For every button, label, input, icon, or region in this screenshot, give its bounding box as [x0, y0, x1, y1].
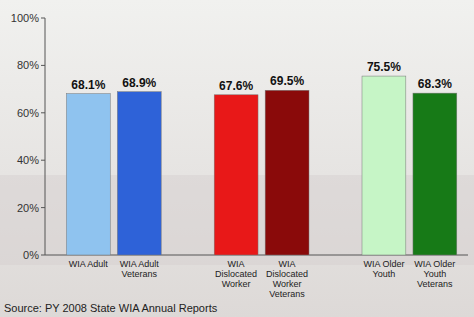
x-tick-label: WIA Adult	[69, 259, 109, 269]
x-tick-label: WIA AdultVeterans	[120, 259, 160, 279]
y-tick-label: 40%	[17, 154, 39, 166]
y-tick	[41, 65, 45, 66]
source-note: Source: PY 2008 State WIA Annual Reports	[4, 302, 218, 314]
y-tick	[41, 207, 45, 208]
data-label: 68.1%	[71, 78, 105, 92]
x-tick-label: WIADislocatedWorkerVeterans	[266, 259, 308, 299]
y-tick-label: 60%	[17, 107, 39, 119]
bar	[66, 94, 110, 255]
x-tick-label: WIADislocatedWorker	[215, 259, 257, 289]
y-tick	[41, 112, 45, 113]
data-label: 75.5%	[367, 60, 401, 74]
data-label: 68.9%	[122, 76, 156, 90]
bar	[413, 93, 457, 255]
y-tick-label: 80%	[17, 59, 39, 71]
labels: 68.1% WIA Adult 68.9% WIA AdultVeterans 67.6…	[69, 60, 456, 299]
data-label: 67.6%	[219, 79, 253, 93]
y-tick	[41, 18, 45, 19]
background	[0, 0, 474, 317]
chart: 0% 20% 40% 60% 80% 100% 68.1% WIA Adult 68.9% WIA…	[0, 0, 474, 317]
x-tick-label: WIA OlderYouth	[363, 259, 404, 279]
y-tick-label: 20%	[17, 202, 39, 214]
bar	[214, 95, 258, 255]
bars	[66, 76, 456, 255]
x-tick-label: WIA OlderYouthVeterans	[414, 259, 455, 289]
y-tick	[41, 255, 45, 256]
bar	[265, 90, 309, 255]
data-label: 68.3%	[418, 77, 452, 91]
y-tick	[41, 160, 45, 161]
y-axis	[45, 18, 46, 255]
y-tick-label: 100%	[11, 12, 39, 24]
bar	[362, 76, 406, 255]
data-label: 69.5%	[270, 74, 304, 88]
y-tick-label: 0%	[23, 249, 39, 261]
bar	[117, 92, 161, 255]
